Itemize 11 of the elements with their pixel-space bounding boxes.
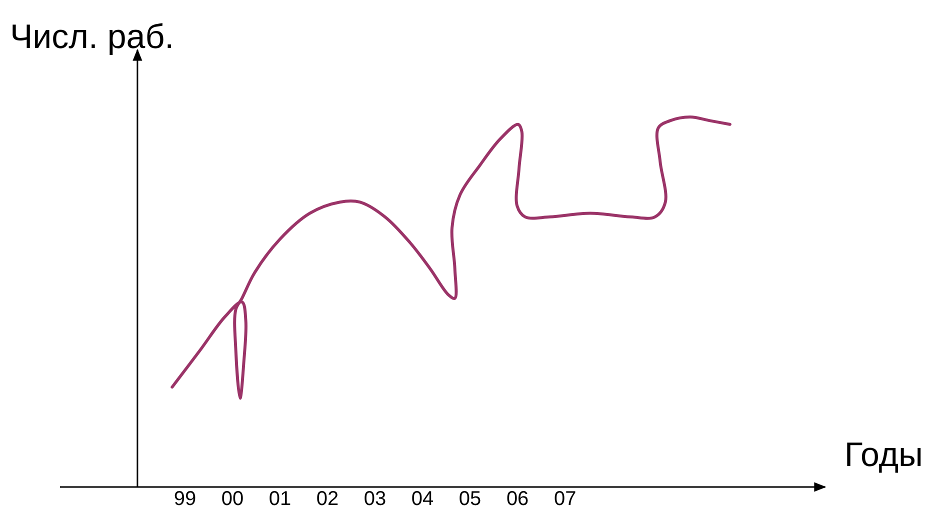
x-tick-label: 99: [174, 488, 196, 510]
x-tick-label: 00: [221, 488, 244, 510]
x-tick-label: 05: [458, 488, 482, 510]
y-axis-title: Числ. раб.: [10, 18, 174, 56]
x-tick-label: 02: [316, 488, 339, 510]
x-tick-label: 01: [268, 488, 292, 510]
x-tick-label: 06: [506, 488, 529, 510]
x-tick-label: 03: [364, 488, 386, 510]
x-axis-title: Годы: [844, 436, 923, 474]
x-tick-label: 04: [411, 488, 434, 510]
x-tick-label: 07: [554, 488, 576, 510]
